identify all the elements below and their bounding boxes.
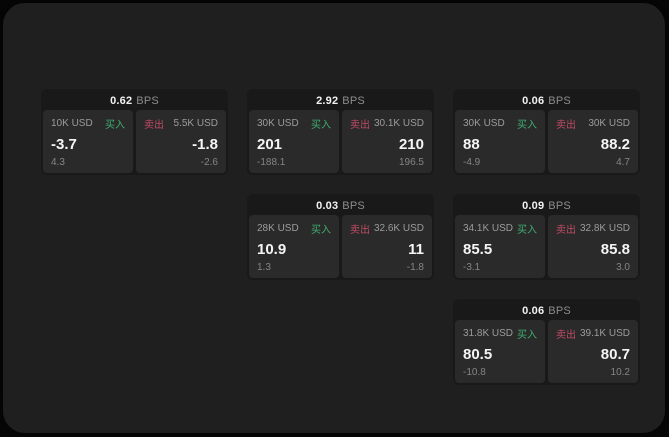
bps-unit-label: BPS bbox=[548, 199, 571, 212]
sell-delta: 196.5 bbox=[398, 157, 424, 168]
sell-price: 11 bbox=[408, 240, 424, 258]
quote-card: 0.62 BPS 10K USD 买入 -3.7 4.3 卖出 5.5K USD bbox=[41, 89, 228, 175]
buy-panel[interactable]: 30K USD 买入 88 -4.9 bbox=[455, 110, 545, 173]
sell-price: 80.7 bbox=[600, 345, 630, 363]
bps-value: 0.06 bbox=[522, 304, 545, 317]
sell-panel[interactable]: 卖出 32.6K USD 11 -1.8 bbox=[342, 215, 432, 278]
bps-value: 0.09 bbox=[522, 199, 545, 212]
buy-sell-panels: 34.1K USD 买入 85.5 -3.1 卖出 32.8K USD 85.8… bbox=[455, 215, 638, 278]
sell-panel[interactable]: 卖出 39.1K USD 80.7 10.2 bbox=[548, 320, 638, 383]
quote-card: 0.06 BPS 31.8K USD 买入 80.5 -10.8 卖出 39.1… bbox=[453, 299, 640, 385]
sell-notional: 30K USD bbox=[588, 118, 630, 129]
buy-delta: 4.3 bbox=[51, 157, 65, 168]
sell-side-label: 卖出 bbox=[144, 120, 164, 131]
sell-side-label: 卖出 bbox=[350, 120, 370, 131]
buy-price: 10.9 bbox=[257, 240, 287, 258]
buy-delta: -3.1 bbox=[463, 262, 481, 273]
buy-panel[interactable]: 28K USD 买入 10.9 1.3 bbox=[249, 215, 339, 278]
quote-card: 0.06 BPS 30K USD 买入 88 -4.9 卖出 30K USD bbox=[453, 89, 640, 175]
bps-value: 0.03 bbox=[316, 199, 339, 212]
sell-delta: 3.0 bbox=[616, 262, 630, 273]
sell-price: 85.8 bbox=[600, 240, 630, 258]
buy-panel[interactable]: 34.1K USD 买入 85.5 -3.1 bbox=[455, 215, 545, 278]
sell-panel[interactable]: 卖出 32.8K USD 85.8 3.0 bbox=[548, 215, 638, 278]
buy-sell-panels: 28K USD 买入 10.9 1.3 卖出 32.6K USD 11 -1.8 bbox=[249, 215, 432, 278]
buy-panel[interactable]: 31.8K USD 买入 80.5 -10.8 bbox=[455, 320, 545, 383]
sell-panel[interactable]: 卖出 5.5K USD -1.8 -2.6 bbox=[136, 110, 226, 173]
sell-side-label: 卖出 bbox=[556, 225, 576, 236]
buy-panel[interactable]: 30K USD 买入 201 -188.1 bbox=[249, 110, 339, 173]
app-canvas: 0.62 BPS 10K USD 买入 -3.7 4.3 卖出 5.5K USD bbox=[3, 3, 665, 433]
buy-notional: 30K USD bbox=[463, 118, 505, 129]
buy-delta: 1.3 bbox=[257, 262, 271, 273]
sell-notional: 30.1K USD bbox=[373, 118, 424, 129]
bps-value: 0.62 bbox=[110, 94, 133, 107]
card-header: 0.09 BPS bbox=[455, 196, 638, 215]
bps-value: 0.06 bbox=[522, 94, 545, 107]
sell-side-label: 卖出 bbox=[556, 330, 576, 341]
bps-unit-label: BPS bbox=[548, 304, 571, 317]
card-header: 0.06 BPS bbox=[455, 91, 638, 110]
buy-notional: 31.8K USD bbox=[463, 328, 514, 339]
card-header: 2.92 BPS bbox=[249, 91, 432, 110]
buy-delta: -188.1 bbox=[257, 157, 286, 168]
sell-price: 88.2 bbox=[600, 135, 630, 153]
quote-card: 0.09 BPS 34.1K USD 买入 85.5 -3.1 卖出 32.8K… bbox=[453, 194, 640, 280]
buy-notional: 34.1K USD bbox=[463, 223, 514, 234]
sell-notional: 32.6K USD bbox=[373, 223, 424, 234]
card-header: 0.62 BPS bbox=[43, 91, 226, 110]
sell-side-label: 卖出 bbox=[350, 225, 370, 236]
card-header: 0.06 BPS bbox=[455, 301, 638, 320]
quote-card: 0.03 BPS 28K USD 买入 10.9 1.3 卖出 32.6K US… bbox=[247, 194, 434, 280]
buy-sell-panels: 30K USD 买入 88 -4.9 卖出 30K USD 88.2 4.7 bbox=[455, 110, 638, 173]
sell-delta: -1.8 bbox=[406, 262, 424, 273]
buy-delta: -4.9 bbox=[463, 157, 481, 168]
buy-side-label: 买入 bbox=[105, 120, 125, 131]
sell-panel[interactable]: 卖出 30K USD 88.2 4.7 bbox=[548, 110, 638, 173]
buy-side-label: 买入 bbox=[311, 225, 331, 236]
sell-delta: -2.6 bbox=[200, 157, 218, 168]
sell-notional: 39.1K USD bbox=[579, 328, 630, 339]
quote-card: 2.92 BPS 30K USD 买入 201 -188.1 卖出 30.1K … bbox=[247, 89, 434, 175]
bps-unit-label: BPS bbox=[548, 94, 571, 107]
sell-price: 210 bbox=[398, 135, 424, 153]
buy-side-label: 买入 bbox=[517, 225, 537, 236]
bps-value: 2.92 bbox=[316, 94, 339, 107]
buy-sell-panels: 10K USD 买入 -3.7 4.3 卖出 5.5K USD -1.8 -2.… bbox=[43, 110, 226, 173]
buy-price: 80.5 bbox=[463, 345, 493, 363]
sell-panel[interactable]: 卖出 30.1K USD 210 196.5 bbox=[342, 110, 432, 173]
buy-side-label: 买入 bbox=[517, 120, 537, 131]
buy-side-label: 买入 bbox=[517, 330, 537, 341]
buy-notional: 10K USD bbox=[51, 118, 93, 129]
sell-delta: 4.7 bbox=[616, 157, 630, 168]
sell-notional: 5.5K USD bbox=[173, 118, 218, 129]
buy-side-label: 买入 bbox=[311, 120, 331, 131]
sell-notional: 32.8K USD bbox=[579, 223, 630, 234]
buy-panel[interactable]: 10K USD 买入 -3.7 4.3 bbox=[43, 110, 133, 173]
card-header: 0.03 BPS bbox=[249, 196, 432, 215]
sell-side-label: 卖出 bbox=[556, 120, 576, 131]
bps-unit-label: BPS bbox=[342, 94, 365, 107]
buy-price: 201 bbox=[257, 135, 283, 153]
buy-sell-panels: 30K USD 买入 201 -188.1 卖出 30.1K USD 210 1… bbox=[249, 110, 432, 173]
buy-price: 88 bbox=[463, 135, 480, 153]
bps-unit-label: BPS bbox=[342, 199, 365, 212]
buy-notional: 30K USD bbox=[257, 118, 299, 129]
buy-notional: 28K USD bbox=[257, 223, 299, 234]
quote-card-grid: 0.62 BPS 10K USD 买入 -3.7 4.3 卖出 5.5K USD bbox=[41, 89, 640, 385]
sell-delta: 10.2 bbox=[610, 367, 630, 378]
buy-delta: -10.8 bbox=[463, 367, 486, 378]
buy-price: -3.7 bbox=[51, 135, 77, 153]
bps-unit-label: BPS bbox=[136, 94, 159, 107]
buy-price: 85.5 bbox=[463, 240, 493, 258]
buy-sell-panels: 31.8K USD 买入 80.5 -10.8 卖出 39.1K USD 80.… bbox=[455, 320, 638, 383]
sell-price: -1.8 bbox=[192, 135, 218, 153]
